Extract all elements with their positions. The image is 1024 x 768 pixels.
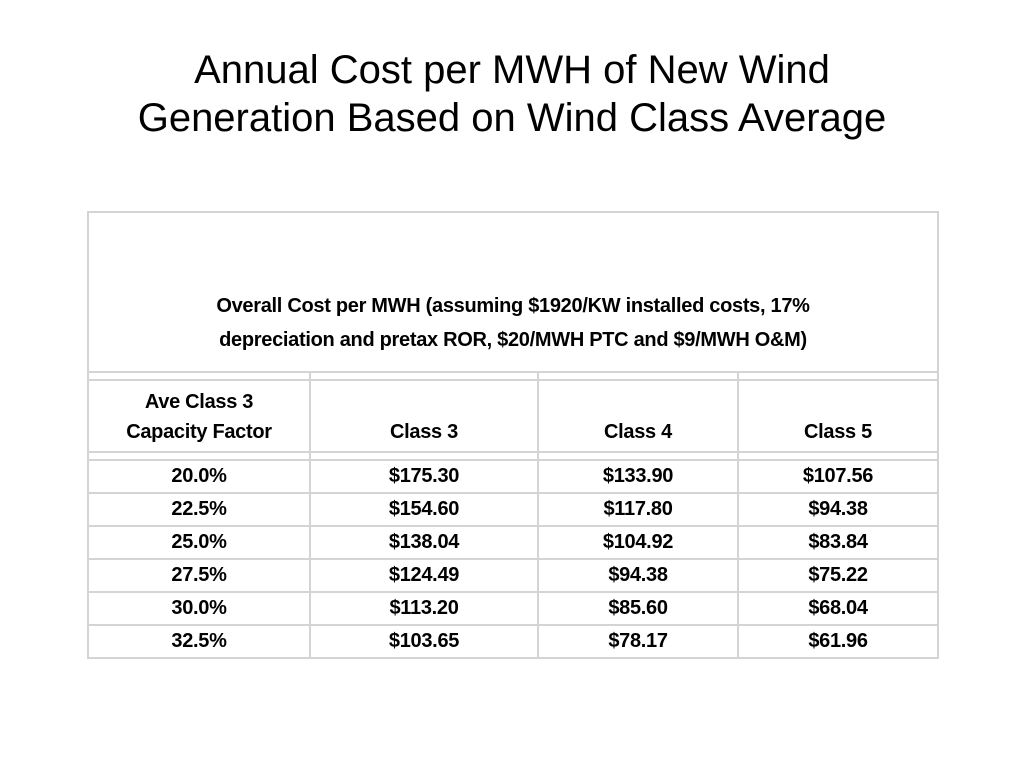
spacer-cell [537,371,739,381]
table-row: 25.0% $138.04 $104.92 $83.84 [87,525,939,560]
header-capacity-factor: Ave Class 3 Capacity Factor [87,379,311,453]
cell-capacity-factor: 32.5% [87,624,311,659]
header-class-3: Class 3 [309,379,539,453]
table-row: 20.0% $175.30 $133.90 $107.56 [87,459,939,494]
cell-class-5: $61.96 [737,624,939,659]
cell-class-3: $113.20 [309,591,539,626]
cost-per-mwh-table: Overall Cost per MWH (assuming $1920/KW … [87,211,939,659]
slide-title-line-1: Annual Cost per MWH of New Wind [194,48,830,92]
header-capacity-line-1: Ave Class 3 [144,391,254,413]
table-caption-row: Overall Cost per MWH (assuming $1920/KW … [87,211,939,373]
table-caption-line-1: Overall Cost per MWH (assuming $1920/KW … [216,295,810,317]
spacer-cell [87,371,311,381]
spacer-cell [309,371,539,381]
header-class-4: Class 4 [537,379,739,453]
table-row: 32.5% $103.65 $78.17 $61.96 [87,624,939,659]
cell-class-4: $78.17 [537,624,739,659]
cell-class-4: $85.60 [537,591,739,626]
cell-capacity-factor: 27.5% [87,558,311,593]
cell-class-4: $117.80 [537,492,739,527]
cell-capacity-factor: 22.5% [87,492,311,527]
header-class-5: Class 5 [737,379,939,453]
spacer-cell [737,451,939,461]
cell-class-5: $75.22 [737,558,939,593]
cell-capacity-factor: 30.0% [87,591,311,626]
cell-capacity-factor: 20.0% [87,459,311,494]
table-row: 22.5% $154.60 $117.80 $94.38 [87,492,939,527]
header-capacity-line-2: Capacity Factor [126,421,272,443]
cell-class-4: $133.90 [537,459,739,494]
cell-class-3: $154.60 [309,492,539,527]
table-caption-line-2: depreciation and pretax ROR, $20/MWH PTC… [219,329,807,351]
table-spacer-row [87,371,939,381]
cell-class-3: $103.65 [309,624,539,659]
spacer-cell [87,451,311,461]
table-row: 27.5% $124.49 $94.38 $75.22 [87,558,939,593]
cell-class-3: $175.30 [309,459,539,494]
cell-class-4: $104.92 [537,525,739,560]
table-caption: Overall Cost per MWH (assuming $1920/KW … [87,211,939,373]
cell-capacity-factor: 25.0% [87,525,311,560]
cell-class-5: $107.56 [737,459,939,494]
slide-title-line-2: Generation Based on Wind Class Average [137,96,887,140]
cell-class-3: $138.04 [309,525,539,560]
cell-class-5: $83.84 [737,525,939,560]
table-spacer-row [87,451,939,461]
spacer-cell [537,451,739,461]
slide-title: Annual Cost per MWH of New Wind Generati… [0,46,1024,142]
spacer-cell [737,371,939,381]
cost-table-container: Overall Cost per MWH (assuming $1920/KW … [87,211,939,659]
cell-class-4: $94.38 [537,558,739,593]
cell-class-5: $94.38 [737,492,939,527]
spacer-cell [309,451,539,461]
table-row: 30.0% $113.20 $85.60 $68.04 [87,591,939,626]
table-header-row: Ave Class 3 Capacity Factor Class 3 Clas… [87,379,939,453]
cell-class-5: $68.04 [737,591,939,626]
cell-class-3: $124.49 [309,558,539,593]
